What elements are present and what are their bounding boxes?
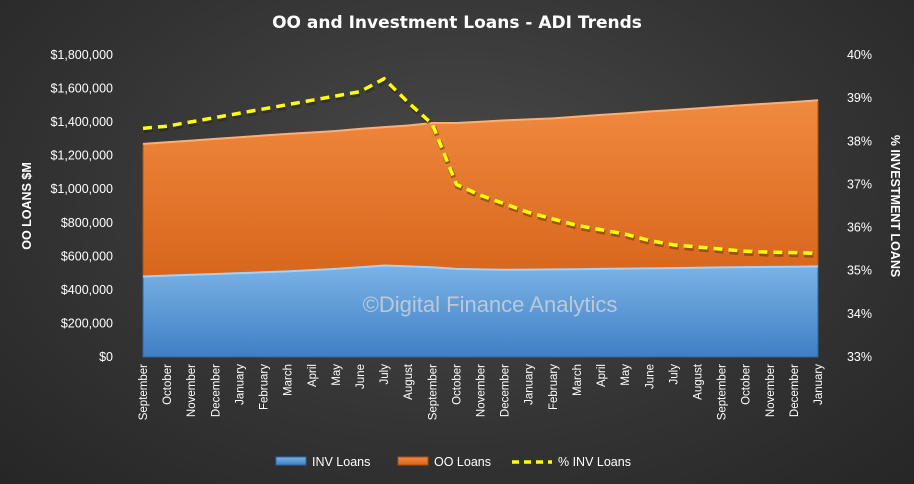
y-axis-ticks: $0 $200,000 $400,000 $600,000 $800,000 $1,000…: [50, 48, 113, 364]
y-tick-label: $400,000: [61, 283, 113, 297]
x-tick-label: September: [717, 364, 729, 420]
x-tick-label: December: [500, 364, 512, 417]
x-tick-label: November: [476, 364, 488, 417]
chart-title: OO and Investment Loans - ADI Trends: [272, 13, 642, 33]
y2-tick-label: 37%: [847, 177, 872, 191]
legend-label-oo-loans: OO Loans: [434, 455, 491, 469]
y2-tick-label: 38%: [847, 134, 872, 148]
y-tick-label: $1,800,000: [50, 48, 113, 62]
x-tick-label: August: [403, 363, 415, 400]
y2-tick-label: 39%: [847, 91, 872, 105]
x-tick-label: October: [741, 364, 753, 405]
y-tick-label: $0: [99, 350, 113, 364]
x-tick-label: February: [548, 364, 560, 410]
x-tick-label: March: [283, 364, 295, 396]
legend-label-pct-inv-loans: % INV Loans: [558, 455, 631, 469]
y2-tick-label: 33%: [847, 350, 872, 364]
y2-tick-label: 40%: [847, 48, 872, 62]
y-tick-label: $1,200,000: [50, 149, 113, 163]
x-tick-label: April: [596, 364, 608, 387]
x-tick-label: December: [210, 364, 222, 417]
x-tick-label: November: [186, 364, 198, 417]
x-tick-label: January: [234, 364, 246, 405]
y-tick-label: $800,000: [61, 216, 113, 230]
y-tick-label: $1,600,000: [50, 82, 113, 96]
y2-axis-ticks: 33% 34% 35% 36% 37% 38% 39% 40%: [847, 48, 872, 364]
x-tick-label: May: [331, 364, 343, 386]
x-tick-label: July: [379, 364, 391, 385]
x-tick-label: December: [789, 364, 801, 417]
x-tick-label: July: [668, 364, 680, 385]
x-tick-label: June: [355, 364, 367, 389]
x-tick-label: February: [259, 364, 271, 410]
y-tick-label: $1,400,000: [50, 115, 113, 129]
x-tick-label: October: [162, 364, 174, 405]
y-tick-label: $1,000,000: [50, 182, 113, 196]
y-axis-label: OO LOANS $M: [20, 162, 34, 250]
y-tick-label: $200,000: [61, 316, 113, 330]
area-inv-loans-edge: [142, 264, 819, 278]
line-pct-inv-loans: [142, 76, 819, 256]
legend-swatch-oo-loans: [397, 456, 429, 466]
x-tick-label: November: [765, 364, 777, 417]
x-tick-label: March: [572, 364, 584, 396]
x-tick-label: May: [620, 364, 632, 386]
y2-tick-label: 34%: [847, 307, 872, 321]
x-tick-label: September: [138, 364, 150, 420]
x-tick-label: June: [644, 364, 656, 389]
x-tick-label: January: [524, 364, 536, 405]
legend-swatch-inv-loans: [275, 456, 307, 466]
legend: INV Loans OO Loans % INV Loans: [275, 455, 631, 469]
y2-tick-label: 36%: [847, 221, 872, 235]
y2-tick-label: 35%: [847, 264, 872, 278]
watermark: ©Digital Finance Analytics: [363, 292, 618, 317]
x-tick-label: September: [427, 364, 439, 420]
x-axis-ticks: September October November December January F…: [138, 363, 825, 420]
y2-axis-label: % INVESTMENT LOANS: [888, 135, 902, 277]
x-tick-label: October: [451, 364, 463, 405]
x-tick-label: August: [692, 363, 704, 400]
x-tick-label: April: [307, 364, 319, 387]
legend-label-inv-loans: INV Loans: [312, 455, 370, 469]
area-oo-loans-edge: [142, 99, 819, 145]
y-tick-label: $600,000: [61, 249, 113, 263]
plot-area: [142, 76, 820, 358]
x-tick-label: January: [813, 364, 825, 405]
